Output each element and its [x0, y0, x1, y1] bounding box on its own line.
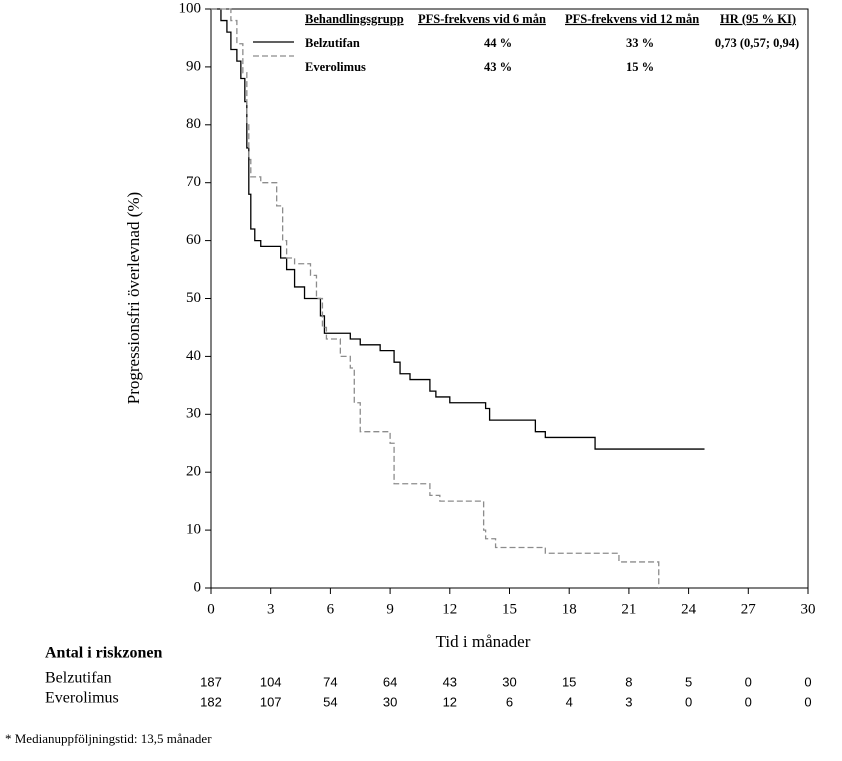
risk-count: 15	[562, 674, 576, 689]
risk-count: 6	[506, 694, 513, 709]
x-tick-label: 24	[681, 601, 697, 617]
legend-header: PFS-frekvens vid 12 mån	[565, 12, 699, 26]
y-tick-label: 80	[186, 116, 201, 132]
legend-label: Everolimus	[305, 60, 366, 74]
legend-cell: 44 %	[484, 36, 512, 50]
legend-cell: 15 %	[626, 60, 654, 74]
risk-count: 43	[443, 674, 457, 689]
x-tick-label: 12	[442, 601, 457, 617]
y-axis-label: Progressionsfri överlevnad (%)	[124, 192, 143, 404]
survival-curve	[211, 8, 705, 450]
risk-count: 4	[566, 694, 573, 709]
x-tick-label: 21	[621, 601, 636, 617]
risk-count: 30	[383, 694, 397, 709]
x-tick-label: 30	[801, 601, 816, 617]
risk-table-title: Antal i riskzonen	[45, 645, 162, 662]
risk-count: 64	[383, 674, 397, 689]
y-tick-label: 70	[186, 174, 201, 190]
y-tick-label: 40	[186, 348, 201, 364]
legend-header: HR (95 % KI)	[720, 12, 796, 26]
y-tick-label: 90	[186, 58, 201, 74]
risk-count: 0	[804, 674, 811, 689]
risk-count: 0	[745, 694, 752, 709]
x-tick-label: 3	[267, 601, 275, 617]
y-tick-label: 100	[179, 0, 202, 16]
risk-count: 0	[804, 694, 811, 709]
survival-curve	[211, 8, 660, 588]
risk-count: 107	[260, 694, 282, 709]
risk-count: 104	[260, 674, 282, 689]
y-tick-label: 10	[186, 522, 201, 538]
footnote: * Medianuppföljningstid: 13,5 månader	[5, 731, 212, 746]
y-tick-label: 20	[186, 464, 201, 480]
risk-count: 8	[625, 674, 632, 689]
risk-count: 182	[200, 694, 222, 709]
risk-count: 5	[685, 674, 692, 689]
legend-header: Behandlingsgrupp	[305, 12, 404, 26]
risk-count: 187	[200, 674, 222, 689]
legend-label: Belzutifan	[305, 36, 360, 50]
x-tick-label: 6	[327, 601, 335, 617]
y-tick-label: 30	[186, 406, 201, 422]
legend-cell: 0,73 (0,57; 0,94)	[715, 36, 799, 50]
risk-count: 12	[443, 694, 457, 709]
x-tick-label: 27	[741, 601, 757, 617]
x-tick-label: 18	[562, 601, 577, 617]
x-axis-label: Tid i månader	[436, 632, 531, 651]
x-tick-label: 15	[502, 601, 517, 617]
y-tick-label: 50	[186, 290, 201, 306]
y-tick-label: 60	[186, 232, 201, 248]
y-tick-label: 0	[194, 579, 202, 595]
risk-count: 74	[323, 674, 337, 689]
risk-row-label: Belzutifan	[45, 670, 112, 687]
legend-cell: 33 %	[626, 36, 654, 50]
legend-cell: 43 %	[484, 60, 512, 74]
risk-count: 30	[502, 674, 516, 689]
x-tick-label: 0	[207, 601, 215, 617]
risk-count: 0	[685, 694, 692, 709]
risk-count: 54	[323, 694, 337, 709]
legend-header: PFS-frekvens vid 6 mån	[418, 12, 546, 26]
risk-row-label: Everolimus	[45, 690, 119, 707]
plot-frame	[210, 8, 809, 589]
x-tick-label: 9	[386, 601, 394, 617]
risk-count: 0	[745, 674, 752, 689]
risk-count: 3	[625, 694, 632, 709]
